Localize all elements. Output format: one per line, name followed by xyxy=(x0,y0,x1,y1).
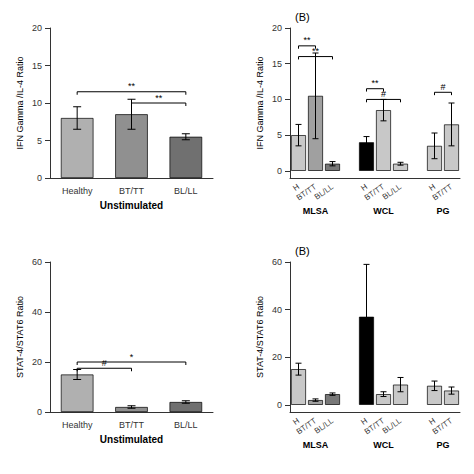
svg-text:MLSA: MLSA xyxy=(303,206,329,216)
svg-text:BL/LL: BL/LL xyxy=(174,420,198,430)
svg-text:IFN Gamma /IL-4 Ratio: IFN Gamma /IL-4 Ratio xyxy=(255,56,265,149)
svg-text:STAT-4/STAT6 Ratio: STAT-4/STAT6 Ratio xyxy=(255,296,265,378)
svg-text:MLSA: MLSA xyxy=(303,440,329,450)
svg-text:IFN Gamma /IL-4 Ratio: IFN Gamma /IL-4 Ratio xyxy=(15,56,25,149)
svg-text:PG: PG xyxy=(436,440,449,450)
svg-text:BL/LL: BL/LL xyxy=(381,416,404,436)
svg-text:BT/TT: BT/TT xyxy=(294,182,319,203)
svg-text:H: H xyxy=(359,416,370,427)
svg-text:PG: PG xyxy=(436,206,449,216)
svg-text:**: ** xyxy=(128,81,136,91)
svg-text:BT/TT: BT/TT xyxy=(294,416,319,437)
svg-text:60: 60 xyxy=(32,257,42,267)
svg-text:**: ** xyxy=(371,78,379,88)
svg-text:20: 20 xyxy=(32,357,42,367)
svg-text:H: H xyxy=(359,182,370,193)
svg-text:20: 20 xyxy=(272,352,282,362)
svg-text:Healthy: Healthy xyxy=(62,186,93,196)
svg-text:5: 5 xyxy=(277,130,282,140)
svg-text:BT/TT: BT/TT xyxy=(119,420,144,430)
svg-text:#: # xyxy=(102,358,107,368)
svg-text:40: 40 xyxy=(32,307,42,317)
svg-text:WCL: WCL xyxy=(373,206,394,216)
svg-text:(B): (B) xyxy=(295,245,310,257)
svg-text:WCL: WCL xyxy=(373,440,394,450)
svg-text:20: 20 xyxy=(32,23,42,33)
svg-text:BT/TT: BT/TT xyxy=(431,416,454,436)
svg-text:0: 0 xyxy=(277,400,282,410)
svg-text:Unstimulated: Unstimulated xyxy=(100,434,163,445)
svg-text:15: 15 xyxy=(32,61,42,71)
svg-text:H: H xyxy=(291,182,302,193)
svg-text:**: ** xyxy=(312,46,320,56)
svg-text:0: 0 xyxy=(37,407,42,417)
svg-text:10: 10 xyxy=(272,94,282,104)
svg-text:0: 0 xyxy=(277,166,282,176)
svg-text:Unstimulated: Unstimulated xyxy=(100,200,163,211)
svg-text:**: ** xyxy=(155,93,163,103)
svg-text:20: 20 xyxy=(272,23,282,33)
svg-text:BT/TT: BT/TT xyxy=(362,416,387,437)
svg-text:40: 40 xyxy=(272,305,282,315)
svg-text:**: ** xyxy=(303,35,311,45)
svg-text:BT/TT: BT/TT xyxy=(431,182,454,202)
svg-text:BT/TT: BT/TT xyxy=(362,182,387,203)
svg-text:STAT-4/STAT6 Ratio: STAT-4/STAT6 Ratio xyxy=(15,296,25,378)
svg-text:H: H xyxy=(291,416,302,427)
svg-text:*: * xyxy=(130,352,134,362)
svg-text:BL/LL: BL/LL xyxy=(313,182,336,202)
svg-text:BT/TT: BT/TT xyxy=(119,186,144,196)
svg-text:0: 0 xyxy=(37,173,42,183)
svg-text:10: 10 xyxy=(32,98,42,108)
svg-text:60: 60 xyxy=(272,257,282,267)
svg-text:Healthy: Healthy xyxy=(62,420,93,430)
svg-text:#: # xyxy=(440,82,445,92)
svg-text:H: H xyxy=(427,416,438,427)
svg-text:BL/LL: BL/LL xyxy=(174,186,198,196)
svg-text:BL/LL: BL/LL xyxy=(313,416,336,436)
svg-text:15: 15 xyxy=(272,59,282,69)
svg-text:BL/LL: BL/LL xyxy=(381,182,404,202)
svg-text:#: # xyxy=(381,89,386,99)
svg-text:(B): (B) xyxy=(295,11,310,23)
svg-text:5: 5 xyxy=(37,136,42,146)
svg-text:H: H xyxy=(427,182,438,193)
